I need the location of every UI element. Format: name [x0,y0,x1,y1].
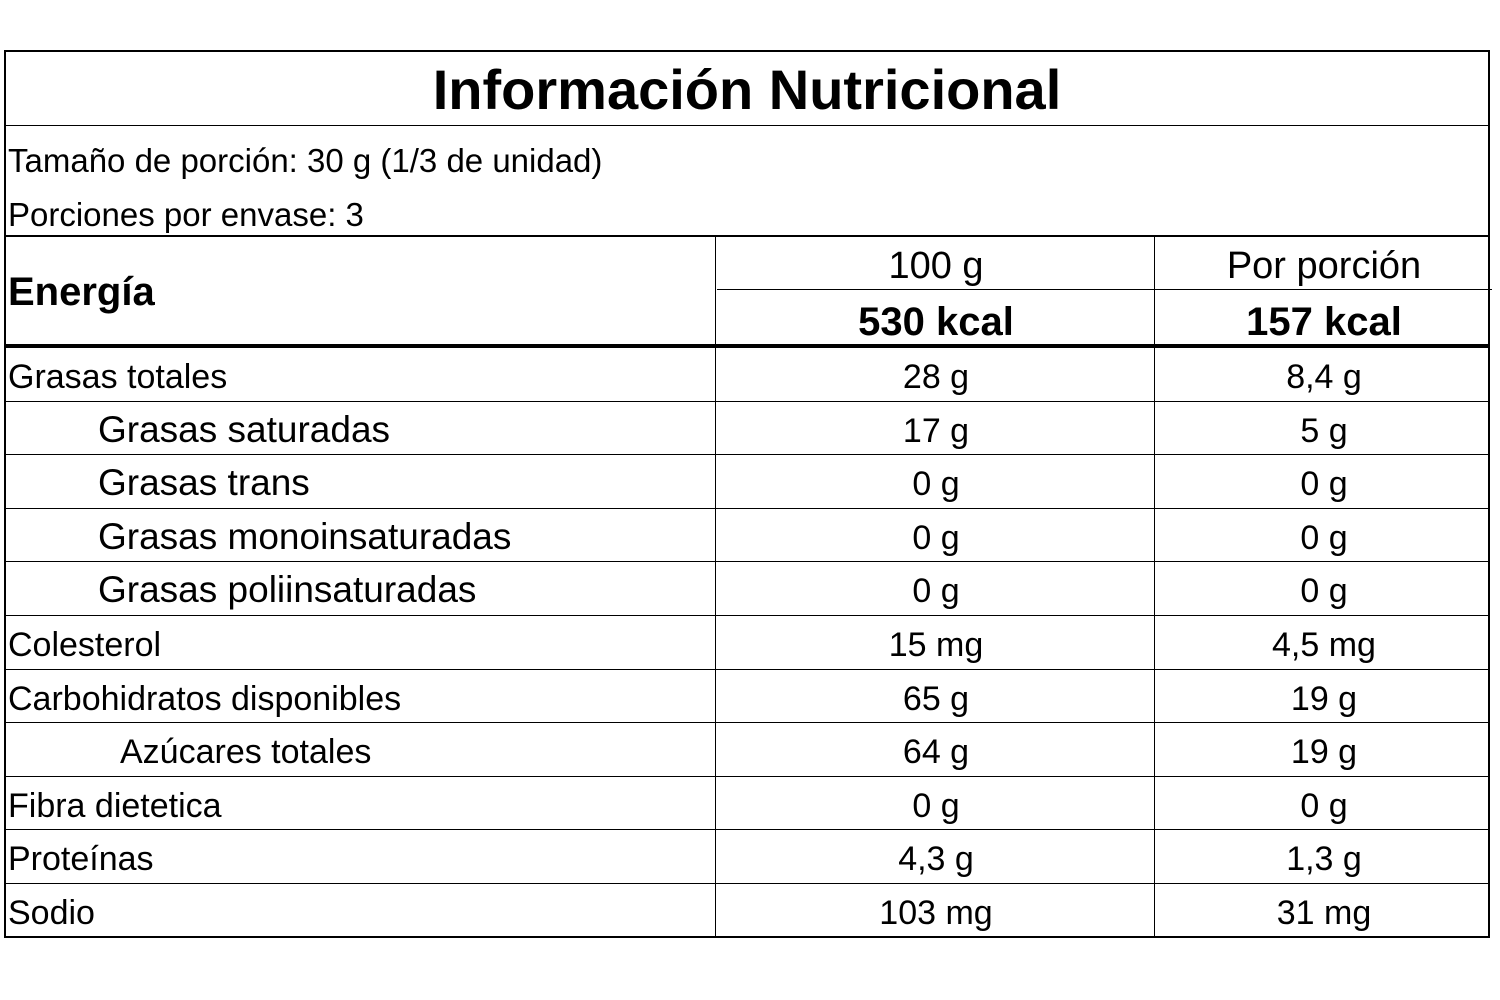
nutrient-name: Fibra dietetica [8,786,222,825]
table-row: Fibra dietetica 0 g 0 g [6,777,1488,831]
column-header-portion: Por porción [1226,245,1422,287]
nutrient-value-100g: 17 g [902,411,970,450]
column-header-100g: 100 g [888,245,984,287]
nutrient-value-portion: 4,5 mg [1272,626,1376,664]
table-row: Colesterol 15 mg 4,5 mg [6,616,1488,670]
nutrient-value-100g: 0 g [912,786,960,825]
energy-100g-value: 530 kcal [858,300,1014,344]
table-row: Grasas saturadas 17 g 5 g [6,402,1488,456]
energy-portion-value: 157 kcal [1246,300,1402,344]
nutrient-name: Azúcares totales [120,733,372,772]
table-row: Sodio 103 mg 31 mg [6,884,1488,938]
nutrient-value-portion: 31 mg [1276,894,1372,932]
nutrient-name: Grasas totales [8,358,228,396]
nutrient-value-portion: 0 g [1300,465,1348,504]
nutrient-value-100g: 0 g [912,465,960,504]
nutrient-name: Carbohidratos disponibles [8,679,402,718]
nutrient-value-100g: 15 mg [888,626,984,664]
table-row: Grasas monoinsaturadas 0 g 0 g [6,509,1488,563]
table-row: Carbohidratos disponibles 65 g 19 g [6,670,1488,724]
nutrient-name: Grasas trans [98,462,310,504]
nutrient-name: Proteínas [8,840,154,879]
nutrient-name: Sodio [8,894,95,932]
nutrient-value-portion: 0 g [1300,786,1348,825]
nutrient-value-100g: 0 g [912,572,960,611]
nutrient-name: Grasas monoinsaturadas [98,515,512,557]
nutrient-value-portion: 1,3 g [1286,840,1362,879]
table-row: Grasas totales 28 g 8,4 g [6,348,1488,402]
energy-section: Energía 100 g Por porción 530 kcal 157 k… [6,235,1492,348]
table-row: Grasas poliinsaturadas 0 g 0 g [6,562,1488,616]
table-row: Azúcares totales 64 g 19 g [6,723,1488,777]
column-divider [1154,348,1155,938]
nutrient-value-100g: 0 g [912,518,960,557]
table-title: Información Nutricional [6,52,1488,126]
nutrient-value-portion: 0 g [1300,572,1348,611]
column-divider [715,237,716,345]
nutrient-value-portion: 8,4 g [1286,358,1362,396]
column-divider [715,348,716,938]
nutrient-value-portion: 19 g [1290,733,1358,772]
nutrient-rows: Grasas totales 28 g 8,4 g Grasas saturadas 1… [6,348,1488,938]
nutrient-name: Grasas poliinsaturadas [98,569,477,611]
nutrient-value-portion: 5 g [1300,411,1348,450]
nutrient-value-portion: 0 g [1300,518,1348,557]
nutrient-value-100g: 65 g [902,679,970,718]
nutrient-value-portion: 19 g [1290,679,1358,718]
nutrient-name: Colesterol [8,626,162,664]
nutrient-value-100g: 28 g [902,358,970,396]
energy-label: Energía [8,270,155,314]
header-divider [717,289,1492,290]
column-divider [1154,237,1155,345]
servings-per-container: Porciones por envase: 3 [8,196,364,233]
nutrient-name: Grasas saturadas [98,408,391,450]
nutrient-value-100g: 64 g [902,733,970,772]
table-row: Grasas trans 0 g 0 g [6,455,1488,509]
nutrient-value-100g: 4,3 g [898,840,974,879]
serving-size: Tamaño de porción: 30 g (1/3 de unidad) [8,142,603,179]
nutrition-facts-table: Información Nutricional Tamaño de porció… [4,50,1492,938]
table-row: Proteínas 4,3 g 1,3 g [6,830,1488,884]
nutrient-value-100g: 103 mg [879,894,993,932]
